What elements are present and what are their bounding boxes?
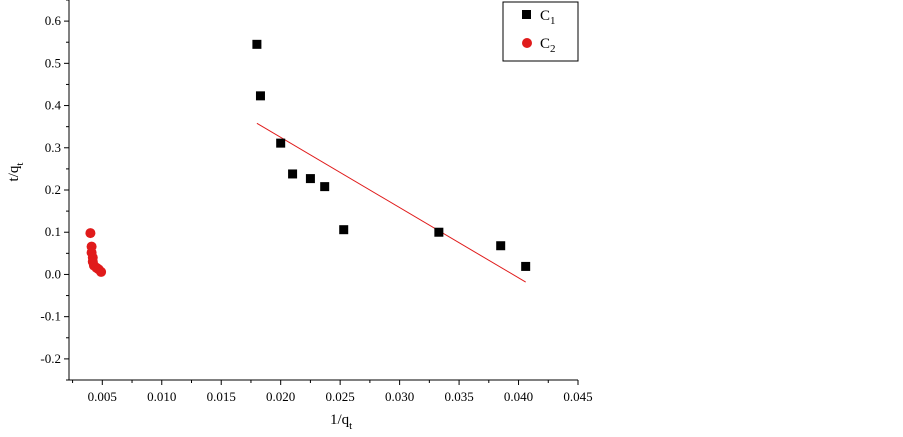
x-tick-label: 0.030 bbox=[385, 389, 414, 404]
series-c1-point bbox=[288, 169, 298, 179]
series-c1-point bbox=[339, 225, 349, 235]
fit-line bbox=[256, 122, 526, 283]
y-tick-label: 0.2 bbox=[45, 182, 61, 197]
series-c1-point bbox=[434, 227, 444, 237]
x-tick-label: 0.045 bbox=[563, 389, 592, 404]
legend-marker-c1 bbox=[522, 10, 531, 19]
data-points bbox=[85, 39, 531, 277]
x-axis-ticks: 0.005 0.010 0.015 0.020 0.025 0.030 0.035 0.040… bbox=[72, 380, 593, 404]
series-c1-point bbox=[255, 91, 265, 101]
y-tick-label: -0.1 bbox=[40, 309, 61, 324]
x-tick-label: 0.025 bbox=[326, 389, 355, 404]
legend-marker-c2 bbox=[522, 38, 532, 48]
y-tick-label: 0.0 bbox=[45, 266, 61, 281]
x-tick-label: 0.015 bbox=[207, 389, 236, 404]
y-tick-label: 0.5 bbox=[45, 55, 61, 70]
series-c1-point bbox=[276, 138, 286, 148]
series-c2-point bbox=[96, 266, 107, 277]
x-tick-label: 0.005 bbox=[88, 389, 117, 404]
x-tick-label: 0.010 bbox=[147, 389, 176, 404]
y-tick-label: 0.6 bbox=[45, 13, 62, 28]
series-c1-point bbox=[305, 174, 315, 184]
series-c1-point bbox=[521, 261, 531, 271]
y-tick-label: 0.3 bbox=[45, 140, 61, 155]
legend-label-c1: C1 bbox=[540, 8, 556, 27]
series-c1-point bbox=[496, 241, 506, 251]
legend-label-c2: C2 bbox=[540, 36, 556, 55]
x-tick-label: 0.040 bbox=[504, 389, 533, 404]
series-c1-point bbox=[252, 39, 262, 49]
series-c2-point bbox=[85, 228, 96, 239]
legend: C1 C2 bbox=[502, 1, 579, 62]
y-axis-ticks: -0.2 -0.1 0.0 0.1 0.2 0.3 0.4 0.5 0.6 bbox=[40, 0, 69, 381]
y-tick-label: 0.1 bbox=[45, 224, 61, 239]
y-tick-label: -0.2 bbox=[40, 351, 61, 366]
legend-box bbox=[502, 1, 579, 62]
series-c1-point bbox=[320, 182, 330, 192]
fit-line-group bbox=[256, 122, 526, 283]
y-tick-label: 0.4 bbox=[45, 98, 62, 113]
x-tick-label: 0.035 bbox=[444, 389, 473, 404]
y-axis-title: t/qt bbox=[6, 163, 26, 182]
x-axis-title: 1/qt bbox=[330, 412, 352, 432]
x-tick-label: 0.020 bbox=[266, 389, 295, 404]
